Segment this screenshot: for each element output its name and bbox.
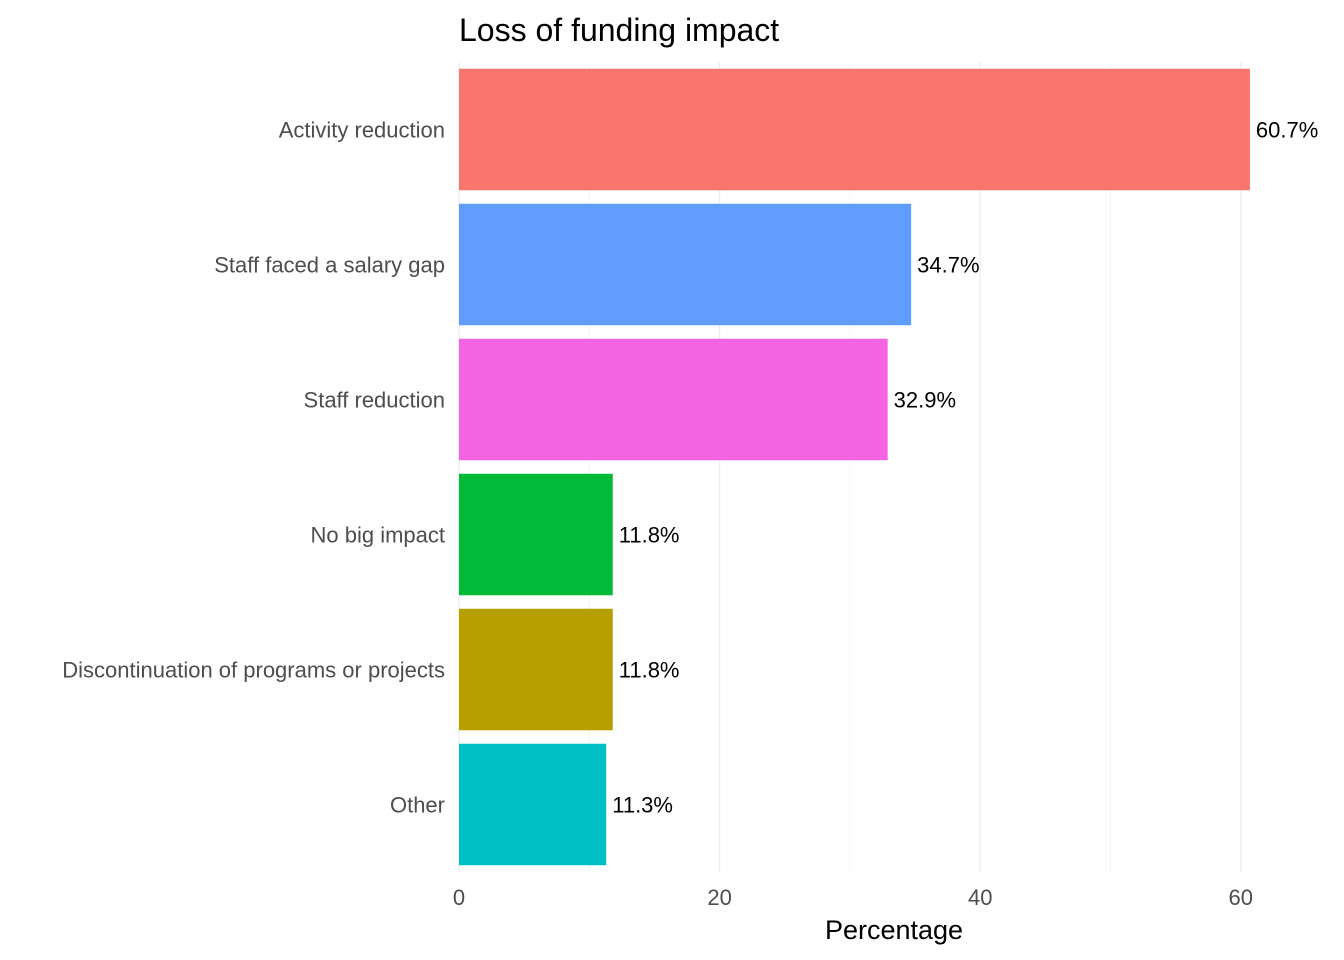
data-label: 60.7% [1256, 118, 1318, 143]
bar-6 [459, 743, 607, 866]
category-label: Activity reduction [279, 118, 445, 143]
category-label: Staff faced a salary gap [214, 253, 445, 278]
bar-4 [459, 473, 613, 596]
x-tick-label: 60 [1229, 885, 1253, 910]
value-labels: 60.7% 34.7% 32.9% 11.8% 11.8% 11.3% [612, 118, 1318, 818]
bars [459, 68, 1250, 866]
data-label: 11.8% [619, 523, 680, 548]
grid-lines [458, 62, 1242, 872]
chart-title: Loss of funding impact [459, 12, 779, 48]
category-label: Discontinuation of programs or projects [62, 658, 445, 683]
x-tick-label: 0 [453, 885, 465, 910]
bar-1 [459, 68, 1250, 191]
x-axis-ticks: 0 20 40 60 [453, 885, 1253, 910]
data-label: 11.3% [612, 793, 673, 818]
data-label: 32.9% [894, 388, 956, 413]
x-axis-title: Percentage [825, 915, 963, 945]
data-label: 11.8% [619, 658, 680, 683]
category-label: Staff reduction [304, 388, 445, 413]
category-labels: Activity reduction Staff faced a salary g… [62, 118, 445, 818]
category-label: Other [390, 793, 445, 818]
x-tick-label: 20 [707, 885, 731, 910]
data-label: 34.7% [917, 253, 979, 278]
category-label: No big impact [310, 523, 445, 548]
bar-3 [459, 338, 888, 461]
x-tick-label: 40 [968, 885, 992, 910]
bar-5 [459, 608, 613, 731]
bar-2 [459, 203, 912, 326]
